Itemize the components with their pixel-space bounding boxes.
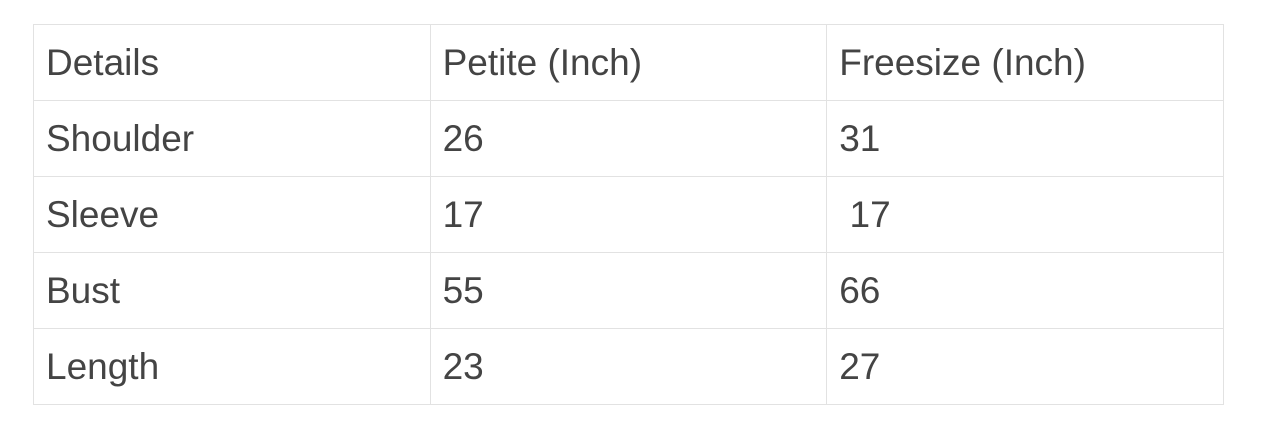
table-row: Shoulder 26 31 <box>33 100 1224 177</box>
cell: 23 <box>429 328 828 405</box>
cell: 31 <box>826 100 1224 177</box>
cell: 17 <box>429 176 828 253</box>
cell: 17 <box>826 176 1224 253</box>
header-cell: Petite (Inch) <box>429 24 828 101</box>
cell: Bust <box>33 252 431 329</box>
header-cell: Freesize (Inch) <box>826 24 1224 101</box>
cell: 27 <box>826 328 1224 405</box>
table-row: Sleeve 17 17 <box>33 176 1224 253</box>
cell: Length <box>33 328 431 405</box>
cell: Sleeve <box>33 176 431 253</box>
cell: 26 <box>429 100 828 177</box>
table-row: Bust 55 66 <box>33 252 1224 329</box>
table-header-row: Details Petite (Inch) Freesize (Inch) <box>33 24 1224 101</box>
size-chart-table: Details Petite (Inch) Freesize (Inch) Sh… <box>33 24 1224 405</box>
header-cell: Details <box>33 24 431 101</box>
table-row: Length 23 27 <box>33 328 1224 405</box>
cell: 55 <box>429 252 828 329</box>
cell: 66 <box>826 252 1224 329</box>
cell: Shoulder <box>33 100 431 177</box>
